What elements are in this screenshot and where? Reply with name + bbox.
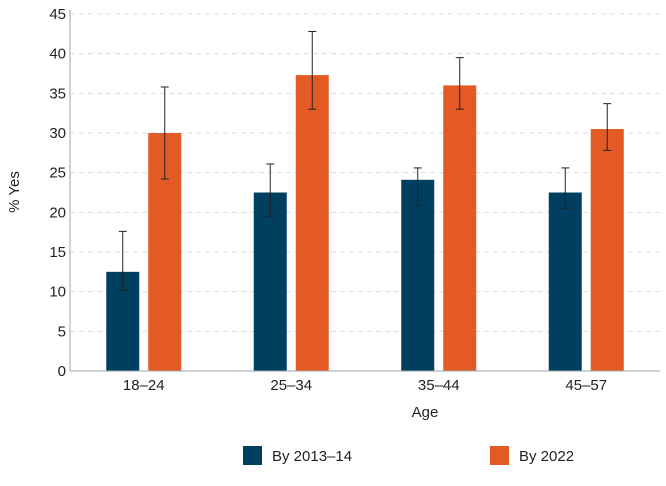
y-tick-label: 10 bbox=[49, 284, 66, 301]
x-tick-label: 35–44 bbox=[418, 377, 460, 394]
bar bbox=[443, 85, 477, 372]
y-tick-label: 30 bbox=[49, 125, 66, 142]
x-axis-ticks: 18–24 25–34 35–44 45–57 bbox=[123, 377, 607, 394]
x-tick-label: 18–24 bbox=[123, 377, 165, 394]
legend-label: By 2022 bbox=[519, 448, 574, 465]
y-tick-label: 20 bbox=[49, 204, 66, 221]
y-axis-ticks: 0 5 10 15 20 25 30 35 40 45 bbox=[49, 6, 66, 380]
bar bbox=[295, 75, 329, 371]
y-tick-label: 15 bbox=[49, 244, 66, 261]
bars bbox=[106, 75, 624, 372]
y-tick-label: 35 bbox=[49, 85, 66, 102]
bar bbox=[590, 129, 624, 371]
x-axis-title: Age bbox=[412, 404, 439, 421]
y-tick-label: 5 bbox=[58, 323, 66, 340]
y-tick-label: 45 bbox=[49, 6, 66, 23]
legend-swatch bbox=[490, 446, 509, 465]
legend-swatch bbox=[243, 446, 262, 465]
x-tick-label: 45–57 bbox=[565, 377, 607, 394]
y-tick-label: 25 bbox=[49, 165, 66, 182]
y-axis-title: % Yes bbox=[6, 171, 23, 213]
x-tick-label: 25–34 bbox=[270, 377, 312, 394]
error-bars bbox=[118, 30, 612, 291]
y-tick-label: 40 bbox=[49, 46, 66, 63]
bar bbox=[253, 192, 287, 371]
axes bbox=[69, 10, 660, 372]
legend-label: By 2013–14 bbox=[272, 448, 352, 465]
legend: By 2013–14 By 2022 bbox=[243, 446, 574, 465]
bar bbox=[548, 192, 582, 371]
y-tick-label: 0 bbox=[58, 363, 66, 380]
bar bbox=[401, 179, 435, 371]
